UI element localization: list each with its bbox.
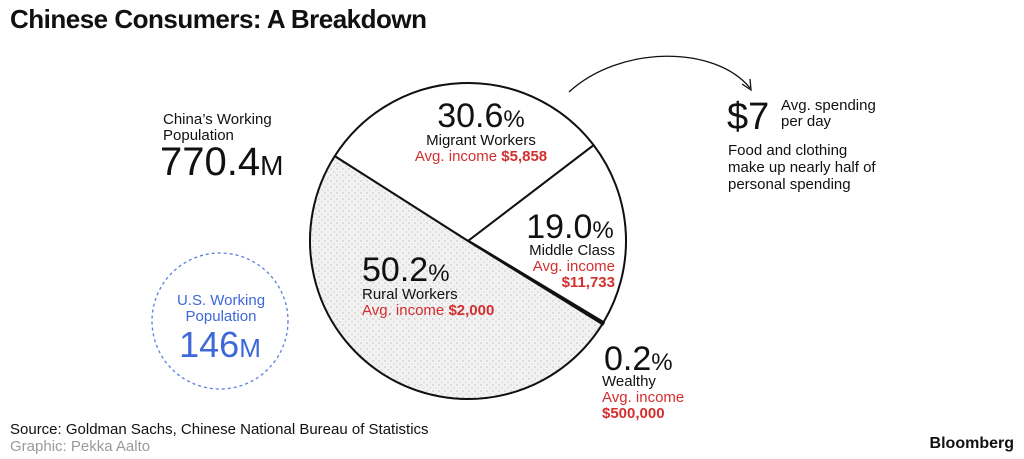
spending-note-line1: Food and clothing xyxy=(728,142,847,159)
spending-label-line1: Avg. spending xyxy=(781,97,876,114)
wealthy-income-value: $500,000 xyxy=(602,405,665,422)
wealthy-pct-number: 0.2 xyxy=(604,340,651,378)
slice-label-migrant: 30.6% Migrant Workers Avg. income $5,858 xyxy=(415,97,547,165)
spending-note-line3: personal spending xyxy=(728,176,851,193)
wealthy-income-label: Avg. income xyxy=(602,389,684,406)
middle-income-value: $11,733 xyxy=(562,274,615,291)
arrow-head-icon xyxy=(741,78,752,92)
us-value-unit: M xyxy=(239,333,261,363)
pie-outline xyxy=(309,82,627,400)
rural-income: Avg. income $2,000 xyxy=(362,302,494,319)
wealthy-name: Wealthy xyxy=(602,373,656,390)
us-value: 146M xyxy=(179,324,261,365)
migrant-pct: 30.6% xyxy=(437,97,525,135)
rural-name: Rural Workers xyxy=(362,286,458,303)
graphic-credit: Graphic: Pekka Aalto xyxy=(10,438,151,455)
middle-pct: 19.0% xyxy=(526,208,614,246)
slice-label-middle: 19.0% Middle Class Avg. income $11,733 xyxy=(526,208,615,291)
china-value-unit: M xyxy=(260,150,283,181)
spending-note-line2: make up nearly half of xyxy=(728,159,876,176)
migrant-income-label: Avg. income xyxy=(415,148,497,165)
us-label-line1: U.S. Working xyxy=(177,292,265,309)
china-value-number: 770.4 xyxy=(160,140,260,184)
rural-income-value: $2,000 xyxy=(448,302,494,319)
migrant-income: Avg. income $5,858 xyxy=(415,148,547,165)
migrant-pct-number: 30.6 xyxy=(437,97,503,135)
middle-pct-number: 19.0 xyxy=(526,208,592,246)
rural-pct-suffix: % xyxy=(428,260,449,287)
china-value: 770.4M xyxy=(160,140,283,184)
wealthy-pct-suffix: % xyxy=(651,349,672,376)
us-label-line2: Population xyxy=(186,308,257,325)
slice-label-wealthy: 0.2% Wealthy Avg. income $500,000 xyxy=(602,340,684,422)
rural-income-label: Avg. income xyxy=(362,302,444,319)
middle-pct-suffix: % xyxy=(592,217,613,244)
migrant-pct-suffix: % xyxy=(503,106,524,133)
middle-name: Middle Class xyxy=(529,242,615,259)
migrant-name: Migrant Workers xyxy=(426,132,536,149)
slice-label-rural: 50.2% Rural Workers Avg. income $2,000 xyxy=(362,251,494,319)
migrant-income-value: $5,858 xyxy=(501,148,547,165)
rural-pct: 50.2% xyxy=(362,251,450,289)
source-note: Source: Goldman Sachs, Chinese National … xyxy=(10,421,429,438)
chart-title: Chinese Consumers: A Breakdown xyxy=(10,4,427,34)
wealthy-pct: 0.2% xyxy=(604,340,673,378)
rural-pct-number: 50.2 xyxy=(362,251,428,289)
bloomberg-logo: Bloomberg xyxy=(929,435,1014,452)
spending-label-line2: per day xyxy=(781,113,832,130)
middle-income-label: Avg. income xyxy=(533,258,615,275)
china-label-line2: Population xyxy=(163,127,234,144)
us-value-number: 146 xyxy=(179,324,239,365)
arrow-curve xyxy=(568,55,751,93)
spending-value: $7 xyxy=(727,96,769,138)
us-population-circle xyxy=(151,252,289,390)
china-label-line1: China’s Working xyxy=(163,111,272,128)
